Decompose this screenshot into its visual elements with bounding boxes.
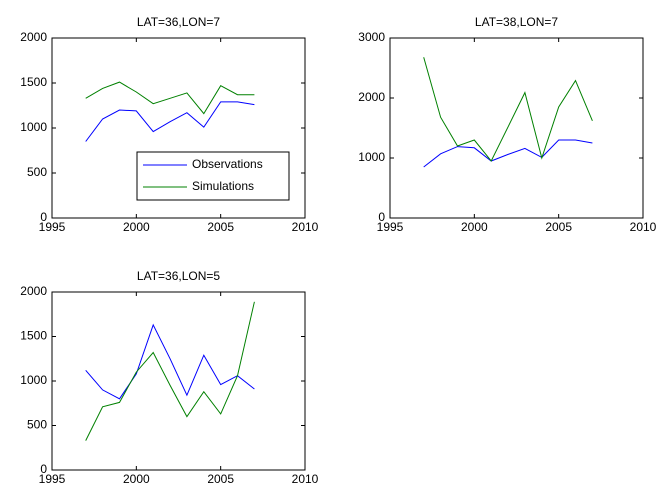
y-tick-label: 2000 bbox=[20, 284, 47, 298]
x-tick-label: 2005 bbox=[207, 472, 234, 486]
y-tick-label: 2000 bbox=[358, 90, 385, 104]
data-line bbox=[85, 81, 255, 115]
data-line bbox=[85, 323, 255, 400]
y-tick-label: 1500 bbox=[20, 75, 47, 89]
x-tick-label: 2000 bbox=[123, 220, 150, 234]
data-line bbox=[423, 57, 593, 162]
y-tick-label: 0 bbox=[378, 210, 385, 224]
x-tick-label: 2005 bbox=[545, 220, 572, 234]
chart-title: LAT=36,LON=7 bbox=[137, 15, 220, 29]
x-tick-label: 1995 bbox=[39, 472, 66, 486]
data-line bbox=[423, 139, 593, 168]
y-tick-label: 1000 bbox=[20, 373, 47, 387]
data-line bbox=[85, 101, 255, 142]
y-tick-label: 0 bbox=[40, 462, 47, 476]
y-tick-label: 1000 bbox=[358, 150, 385, 164]
legend-label: Observations bbox=[192, 157, 263, 171]
y-tick-label: 500 bbox=[27, 418, 47, 432]
x-tick-label: 1995 bbox=[377, 220, 404, 234]
x-tick-label: 2000 bbox=[123, 472, 150, 486]
chart-title: LAT=36,LON=5 bbox=[137, 269, 220, 283]
chart-title: LAT=38,LON=7 bbox=[475, 15, 558, 29]
y-tick-label: 500 bbox=[27, 165, 47, 179]
data-line bbox=[85, 301, 255, 441]
x-tick-label: 2010 bbox=[292, 472, 319, 486]
x-tick-label: 2005 bbox=[207, 220, 234, 234]
x-tick-label: 2010 bbox=[630, 220, 657, 234]
x-tick-label: 2000 bbox=[461, 220, 488, 234]
axes-box bbox=[389, 37, 644, 219]
x-tick-label: 2010 bbox=[292, 220, 319, 234]
legend-label: Simulations bbox=[192, 179, 254, 193]
axes-box bbox=[51, 291, 306, 471]
y-tick-label: 3000 bbox=[358, 30, 385, 44]
y-tick-label: 1500 bbox=[20, 329, 47, 343]
legend-box bbox=[136, 151, 290, 201]
x-tick-label: 1995 bbox=[39, 220, 66, 234]
y-tick-label: 2000 bbox=[20, 30, 47, 44]
y-tick-label: 1000 bbox=[20, 120, 47, 134]
y-tick-label: 0 bbox=[40, 210, 47, 224]
